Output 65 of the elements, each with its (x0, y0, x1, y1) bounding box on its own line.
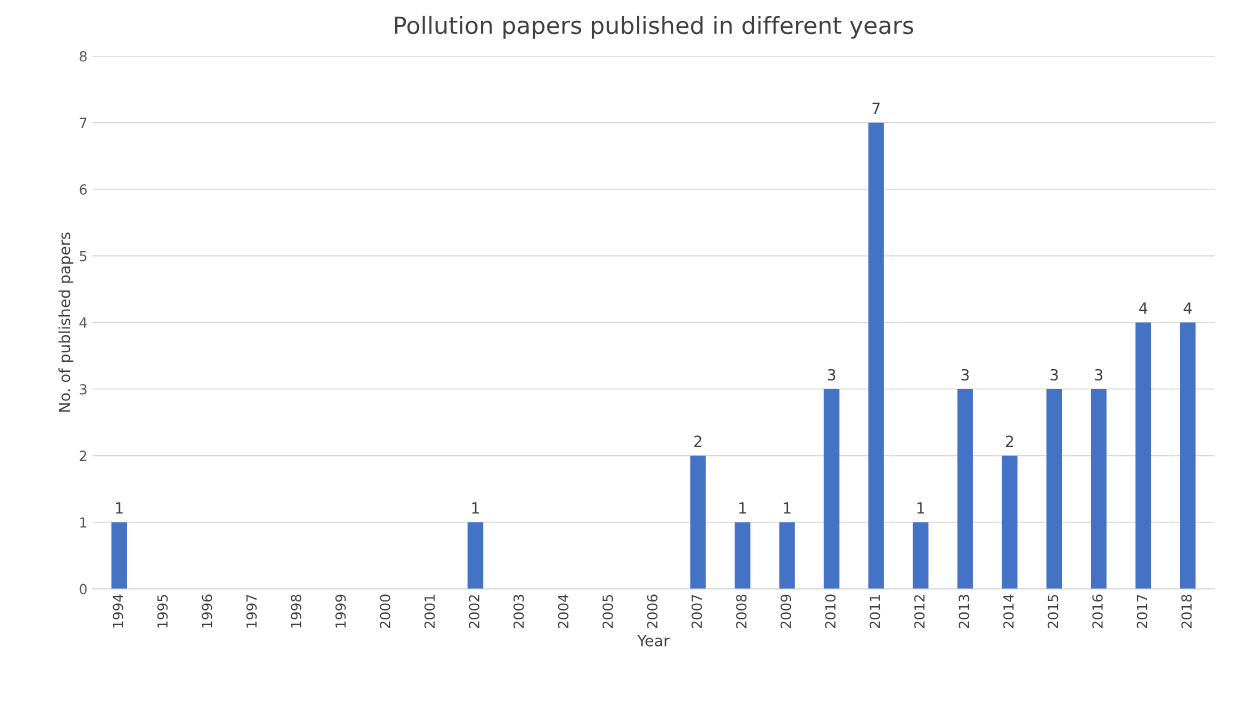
y-tick-label: 2 (79, 450, 87, 461)
bar (1180, 322, 1196, 589)
bar (779, 522, 795, 589)
x-tick-label: 1998 (290, 594, 302, 628)
y-tick-label: 0 (79, 583, 87, 595)
bar (1135, 322, 1152, 589)
data-label: 4 (1183, 302, 1192, 314)
x-tick-label: 2003 (513, 594, 524, 629)
x-tick-label: 2010 (825, 594, 836, 629)
x-tick-label: 2011 (869, 594, 881, 629)
data-label: 1 (917, 502, 925, 514)
data-label: 3 (961, 368, 969, 381)
bar (912, 522, 929, 589)
data-label: 3 (827, 368, 836, 381)
y-tick-label: 6 (79, 184, 87, 195)
bar (868, 122, 884, 589)
data-label: 3 (1050, 368, 1058, 381)
bar (1090, 389, 1107, 589)
y-tick-label: 7 (79, 117, 87, 128)
y-tick-label: 1 (80, 517, 87, 528)
x-tick-label: 2007 (691, 594, 703, 629)
data-label: 4 (1139, 302, 1148, 314)
x-tick-label: 2000 (379, 594, 391, 629)
x-tick-label: 2012 (914, 595, 925, 629)
x-tick-label: 1997 (246, 594, 257, 628)
bar (734, 522, 751, 589)
data-label: 2 (1005, 435, 1014, 447)
x-tick-label: 2004 (557, 594, 569, 629)
bar (467, 522, 484, 589)
x-tick-label: 2001 (424, 594, 435, 629)
x-tick-label: 2005 (602, 594, 613, 629)
bar (957, 389, 973, 589)
x-tick-label: 1999 (335, 594, 346, 628)
data-label: 1 (739, 502, 746, 514)
x-tick-label: 2016 (1092, 594, 1103, 629)
data-label: 3 (1095, 368, 1103, 381)
x-tick-label: 1996 (201, 594, 213, 628)
data-label: 7 (872, 102, 880, 114)
x-tick-label: 1995 (157, 594, 168, 628)
x-tick-label: 2017 (1136, 594, 1148, 629)
x-tick-label: 2015 (1047, 594, 1059, 629)
x-tick-label: 2009 (780, 594, 792, 629)
data-label: 1 (783, 502, 791, 514)
y-tick-label: 3 (79, 384, 87, 395)
y-tick-label: 4 (79, 317, 87, 328)
bar (690, 455, 706, 589)
data-label: 1 (116, 502, 123, 514)
chart-title: Pollution papers published in different years (395, 15, 914, 39)
data-label: 2 (694, 435, 702, 447)
bar (1001, 455, 1018, 589)
bar (1046, 389, 1063, 589)
bar (111, 522, 127, 589)
x-tick-label: 2014 (1003, 594, 1014, 629)
y-axis-title: No. of published papers (58, 232, 74, 412)
bar (823, 389, 840, 589)
y-tick-label: 8 (79, 51, 87, 62)
x-tick-label: 2018 (1181, 594, 1192, 629)
x-axis-title: Year (637, 635, 670, 647)
x-tick-label: 2008 (736, 594, 747, 629)
x-tick-label: 2006 (647, 594, 658, 629)
y-tick-label: 5 (79, 251, 87, 262)
data-label: 1 (472, 502, 479, 514)
x-tick-label: 2002 (468, 595, 480, 629)
x-tick-label: 2013 (958, 594, 970, 629)
x-tick-label: 1994 (112, 594, 124, 628)
